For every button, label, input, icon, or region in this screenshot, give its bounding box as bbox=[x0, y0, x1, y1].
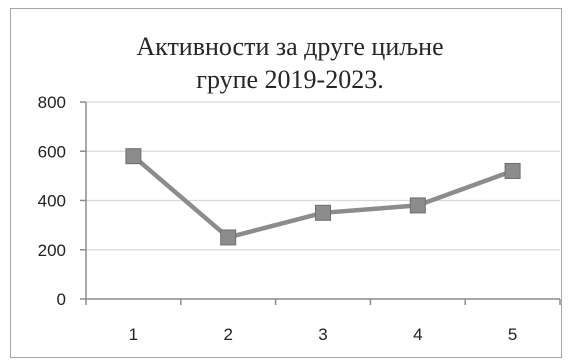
x-tick-label: 3 bbox=[318, 325, 327, 344]
data-point-marker bbox=[504, 162, 521, 179]
x-tick-label: 4 bbox=[413, 325, 422, 344]
y-tick-label: 400 bbox=[38, 192, 66, 211]
x-tick-label: 5 bbox=[508, 325, 517, 344]
axes bbox=[80, 101, 561, 305]
gridlines bbox=[86, 101, 560, 251]
y-tick-label: 600 bbox=[38, 142, 66, 161]
x-tick-label: 1 bbox=[129, 325, 138, 344]
data-point-marker bbox=[220, 229, 237, 246]
data-point-marker bbox=[409, 197, 426, 214]
y-tick-label: 800 bbox=[38, 93, 66, 112]
data-point-marker bbox=[315, 204, 331, 221]
tick-labels: 0 200 400 600 800 1 2 3 4 5 bbox=[38, 93, 518, 344]
y-tick-label: 0 bbox=[57, 290, 66, 309]
chart-title-line-2: групе 2019-2023. bbox=[196, 65, 383, 94]
chart-title-line-1: Активности за друге циљне bbox=[136, 32, 443, 61]
y-tick-label: 200 bbox=[38, 241, 66, 260]
data-point-marker bbox=[125, 148, 142, 165]
series bbox=[125, 148, 521, 246]
x-tick-label: 2 bbox=[223, 325, 232, 344]
series-line bbox=[131, 154, 514, 240]
